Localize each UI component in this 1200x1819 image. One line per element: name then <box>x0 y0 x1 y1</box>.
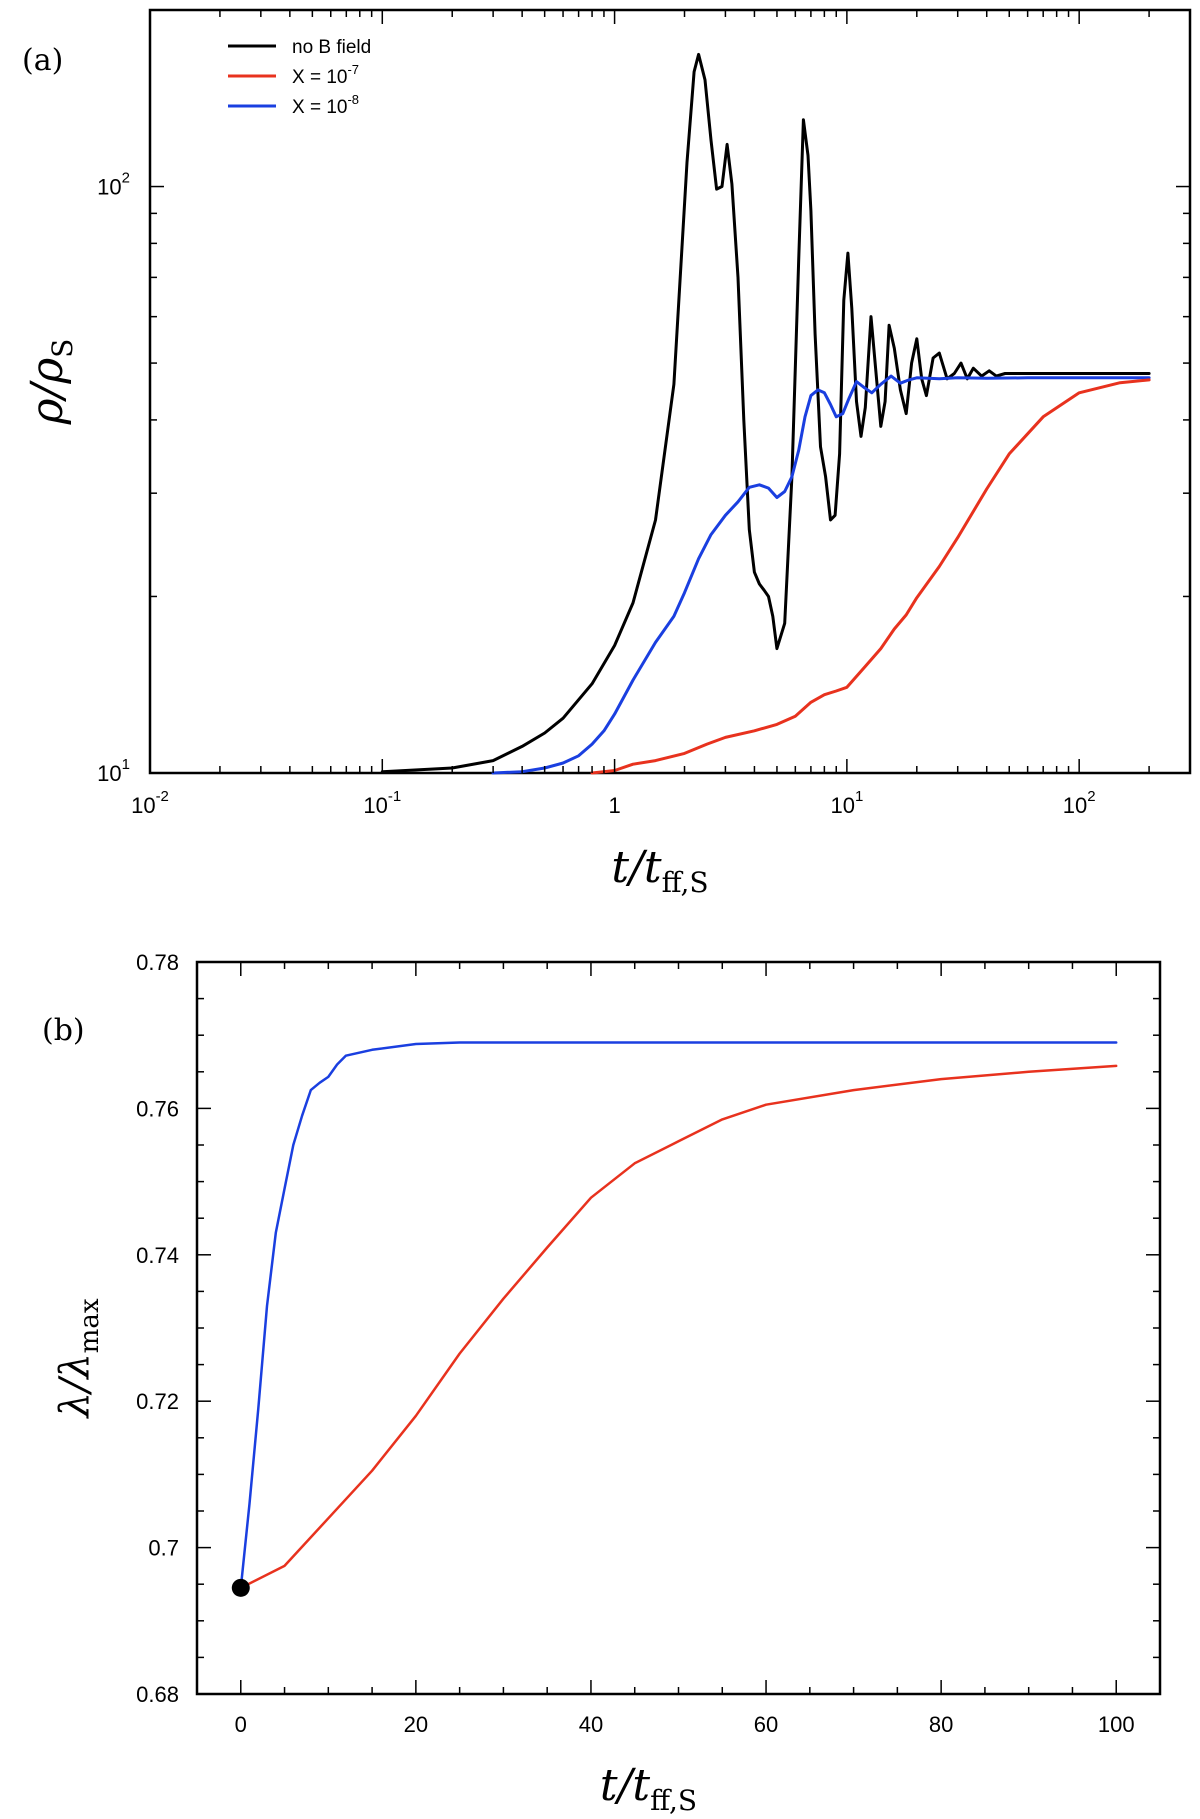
panel-b-label: (b) <box>42 1013 85 1048</box>
x-tick-label: 102 <box>1063 788 1096 818</box>
legend-entry-exponent: -7 <box>347 62 359 77</box>
x-tick-label: 101 <box>830 788 863 818</box>
y-tick-label: 101 <box>97 756 130 786</box>
legend-entry-exponent: -8 <box>347 92 359 107</box>
x-tick-label: 20 <box>404 1712 428 1737</box>
legend-entry-label: X = 10-8 <box>292 92 359 118</box>
panel-b-series <box>231 1041 1118 1597</box>
panel-a-series <box>380 52 1151 775</box>
y-tick-label: 102 <box>97 170 130 200</box>
y-tick-label: 0.78 <box>136 950 179 975</box>
series-line <box>380 52 1151 774</box>
y-tick-exponent: 2 <box>122 170 130 187</box>
x-tick-label: 40 <box>579 1712 603 1737</box>
panel-a-x-axis-label: t/tff,S <box>611 842 708 899</box>
y-tick-label: 0.68 <box>136 1682 179 1707</box>
x-tick-exponent: 2 <box>1087 788 1095 805</box>
x-tick-label: 100 <box>1098 1712 1135 1737</box>
x-tick-label: 1 <box>608 793 620 818</box>
panel-a-y-axis-label: ρ/ρS <box>22 339 79 426</box>
x-tick-label: 0 <box>235 1712 247 1737</box>
series-line <box>239 1064 1118 1590</box>
series-line <box>590 378 1151 775</box>
panel-b-y-axis-label: λ/λmax <box>52 1298 105 1419</box>
x-tick-label: 60 <box>754 1712 778 1737</box>
x-tick-exponent: -1 <box>388 788 401 805</box>
x-tick-exponent: 1 <box>855 788 863 805</box>
x-tick-exponent: -2 <box>156 788 169 805</box>
legend-entry-label: no B field <box>292 37 371 58</box>
y-tick-label: 0.7 <box>148 1536 179 1561</box>
x-tick-label: 10-1 <box>363 788 401 818</box>
panel-b-ticks: 0 20 40 60 80 100 0.68 0.7 0.72 0.74 0.76 0.78 <box>136 950 1160 1737</box>
legend-entry-label: X = 10-7 <box>292 62 359 88</box>
y-tick-label: 0.74 <box>136 1243 179 1268</box>
panel-a-plot-frame <box>148 8 1192 775</box>
x-tick-label: 80 <box>929 1712 953 1737</box>
series-line <box>491 374 1151 775</box>
panel-b-x-axis-label: t/tff,S <box>600 1760 697 1817</box>
y-tick-label: 0.76 <box>136 1096 179 1121</box>
initial-point-marker <box>231 1578 250 1597</box>
y-tick-exponent: 1 <box>122 756 130 773</box>
x-tick-label: 10-2 <box>131 788 169 818</box>
y-tick-label: 0.72 <box>136 1389 179 1414</box>
panel-a-label: (a) <box>22 43 63 78</box>
series-line <box>239 1041 1118 1590</box>
panel-a-legend: no B field X = 10-7 X = 10-8 <box>228 37 371 118</box>
